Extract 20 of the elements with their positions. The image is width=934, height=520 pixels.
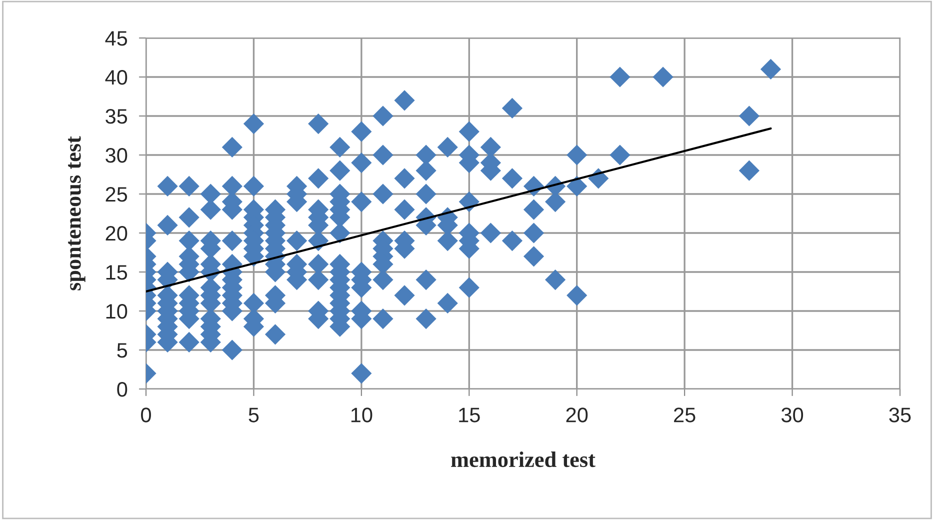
x-tick-label: 5: [248, 408, 259, 422]
y-tick-label: 35: [106, 109, 128, 124]
x-tick-label: 20: [566, 408, 588, 422]
y-tick-label: 0: [117, 382, 128, 397]
y-tick-label: 30: [106, 148, 128, 163]
y-tick-label: 15: [106, 265, 128, 280]
x-tick-label: 25: [674, 408, 696, 422]
x-tick-label: 35: [889, 408, 911, 422]
y-axis-title: sponteneous test: [68, 136, 86, 290]
x-tick-label: 30: [781, 408, 804, 422]
y-tick-label: 40: [105, 70, 128, 85]
x-tick-label: 10: [351, 408, 372, 422]
y-tick-label: 5: [117, 343, 128, 358]
y-tick-label: 10: [106, 304, 128, 319]
y-tick-label: 20: [106, 226, 128, 241]
x-axis-title: memorized test: [451, 451, 596, 468]
y-tick-label: 25: [106, 187, 128, 202]
x-tick-label: 0: [141, 408, 151, 422]
x-tick-label: 15: [459, 408, 480, 422]
y-tick-label: 45: [105, 31, 128, 46]
